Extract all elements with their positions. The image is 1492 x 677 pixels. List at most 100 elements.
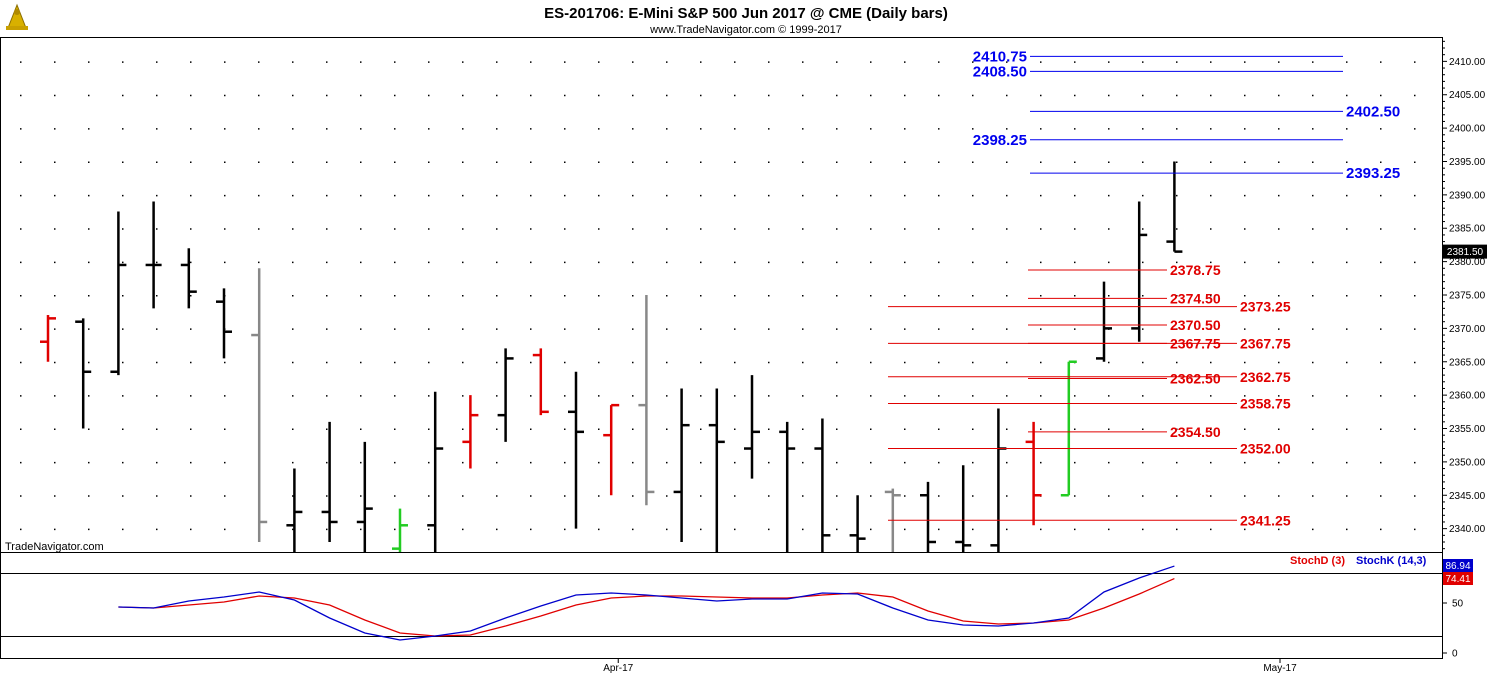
ohlc-bar — [1060, 360, 1077, 497]
tradenavigator-logo[interactable] — [2, 2, 32, 34]
grid-dot — [1006, 161, 1008, 163]
grid-dot — [428, 128, 430, 130]
grid-dot — [394, 395, 396, 397]
grid-dot — [394, 161, 396, 163]
grid-dot — [462, 61, 464, 63]
grid-dot — [802, 61, 804, 63]
grid-dot — [326, 328, 328, 330]
grid-dot — [428, 528, 430, 531]
grid-dot — [1312, 495, 1314, 497]
grid-dot — [938, 495, 940, 497]
grid-dot — [326, 361, 328, 364]
grid-dot — [700, 128, 702, 130]
grid-dot — [88, 128, 90, 130]
ohlc-bar — [673, 388, 690, 542]
grid-dot — [632, 194, 634, 197]
grid-dot — [122, 261, 124, 264]
grid-dot — [1176, 61, 1178, 63]
grid-dot — [394, 328, 396, 330]
grid-dot — [88, 228, 90, 230]
grid-dot — [1108, 295, 1110, 297]
grid-dot — [54, 128, 56, 130]
price-axis: 2410.00 2405.00 2400.00 2395.00 2390.00 2385.… — [1443, 40, 1486, 550]
grid-dot — [394, 228, 396, 230]
grid-dot — [462, 295, 464, 297]
last-price-marker: 2381.50 — [1443, 244, 1487, 259]
grid-dot — [326, 295, 328, 297]
grid-dot — [734, 61, 736, 63]
ohlc-bar — [216, 288, 232, 359]
ohlc-bar — [744, 375, 760, 479]
grid-dot — [734, 328, 736, 330]
grid-dot — [870, 61, 872, 63]
ohlc-bar — [1025, 421, 1042, 526]
grid-dot — [836, 161, 838, 163]
grid-dot — [734, 428, 736, 431]
grid-dot — [224, 228, 226, 230]
blue-level-label: 2408.50 — [973, 63, 1027, 80]
grid-dot — [768, 428, 770, 431]
grid-dot — [598, 261, 600, 264]
grid-dot — [564, 528, 566, 531]
grid-dot — [1210, 328, 1212, 330]
grid-dot — [836, 228, 838, 230]
price-panel[interactable] — [0, 37, 1443, 553]
grid-dot — [802, 495, 804, 497]
grid-dot — [1176, 194, 1178, 197]
grid-dot — [734, 361, 736, 364]
grid-dot — [1176, 261, 1178, 264]
grid-dot — [122, 395, 124, 397]
grid-dot — [598, 61, 600, 63]
grid-dot — [564, 328, 566, 330]
ohlc-bar — [1131, 201, 1148, 342]
grid-dot — [1142, 128, 1144, 130]
time-axis: Apr-17 May-17 — [603, 658, 1297, 674]
grid-dot — [564, 261, 566, 264]
stochastic-lines — [118, 565, 1175, 641]
grid-dot — [20, 361, 22, 364]
grid-dot — [88, 61, 90, 63]
grid-dot — [1380, 528, 1382, 531]
grid-dot — [666, 428, 668, 431]
red-level-label: 2367.75 — [1240, 335, 1291, 351]
grid-dot — [734, 261, 736, 264]
grid-dot — [1040, 361, 1042, 364]
ohlc-bar — [356, 441, 373, 552]
grid-dot — [1142, 161, 1144, 163]
price-tick-label: 2410.00 — [1449, 57, 1486, 68]
grid-dot — [666, 495, 668, 497]
grid-dot — [564, 61, 566, 63]
stochastic-panel[interactable] — [0, 552, 1443, 659]
grid-dot — [1414, 295, 1416, 297]
grid-dot — [972, 128, 974, 130]
grid-dot — [802, 161, 804, 163]
grid-dot — [870, 194, 872, 197]
grid-dot — [496, 361, 498, 364]
grid-dot — [904, 61, 906, 63]
grid-dot — [190, 228, 192, 230]
grid-dot — [428, 94, 430, 97]
grid-dot — [938, 328, 940, 330]
grid-dot — [1040, 461, 1042, 464]
grid-dot — [768, 194, 770, 197]
red-level: 2367.75 — [888, 335, 1291, 351]
grid-dot — [1414, 228, 1416, 230]
grid-dot — [632, 94, 634, 97]
grid-dot — [598, 528, 600, 531]
grid-dot — [1006, 295, 1008, 297]
grid-dot — [292, 328, 294, 330]
grid-dot — [734, 295, 736, 297]
grid-dot — [258, 194, 260, 197]
price-tick-label: 2365.00 — [1449, 357, 1486, 368]
grid-dot — [1414, 161, 1416, 163]
grid-dot — [768, 228, 770, 230]
grid-dot — [802, 428, 804, 431]
grid-dot — [394, 128, 396, 130]
grid-dot — [258, 261, 260, 264]
grid-dot — [938, 395, 940, 397]
grid-dot — [1380, 194, 1382, 197]
grid-dot — [122, 528, 124, 531]
grid-dot — [428, 161, 430, 163]
grid-dot — [360, 228, 362, 230]
stochastic-axis: 50 0 — [1443, 599, 1464, 660]
